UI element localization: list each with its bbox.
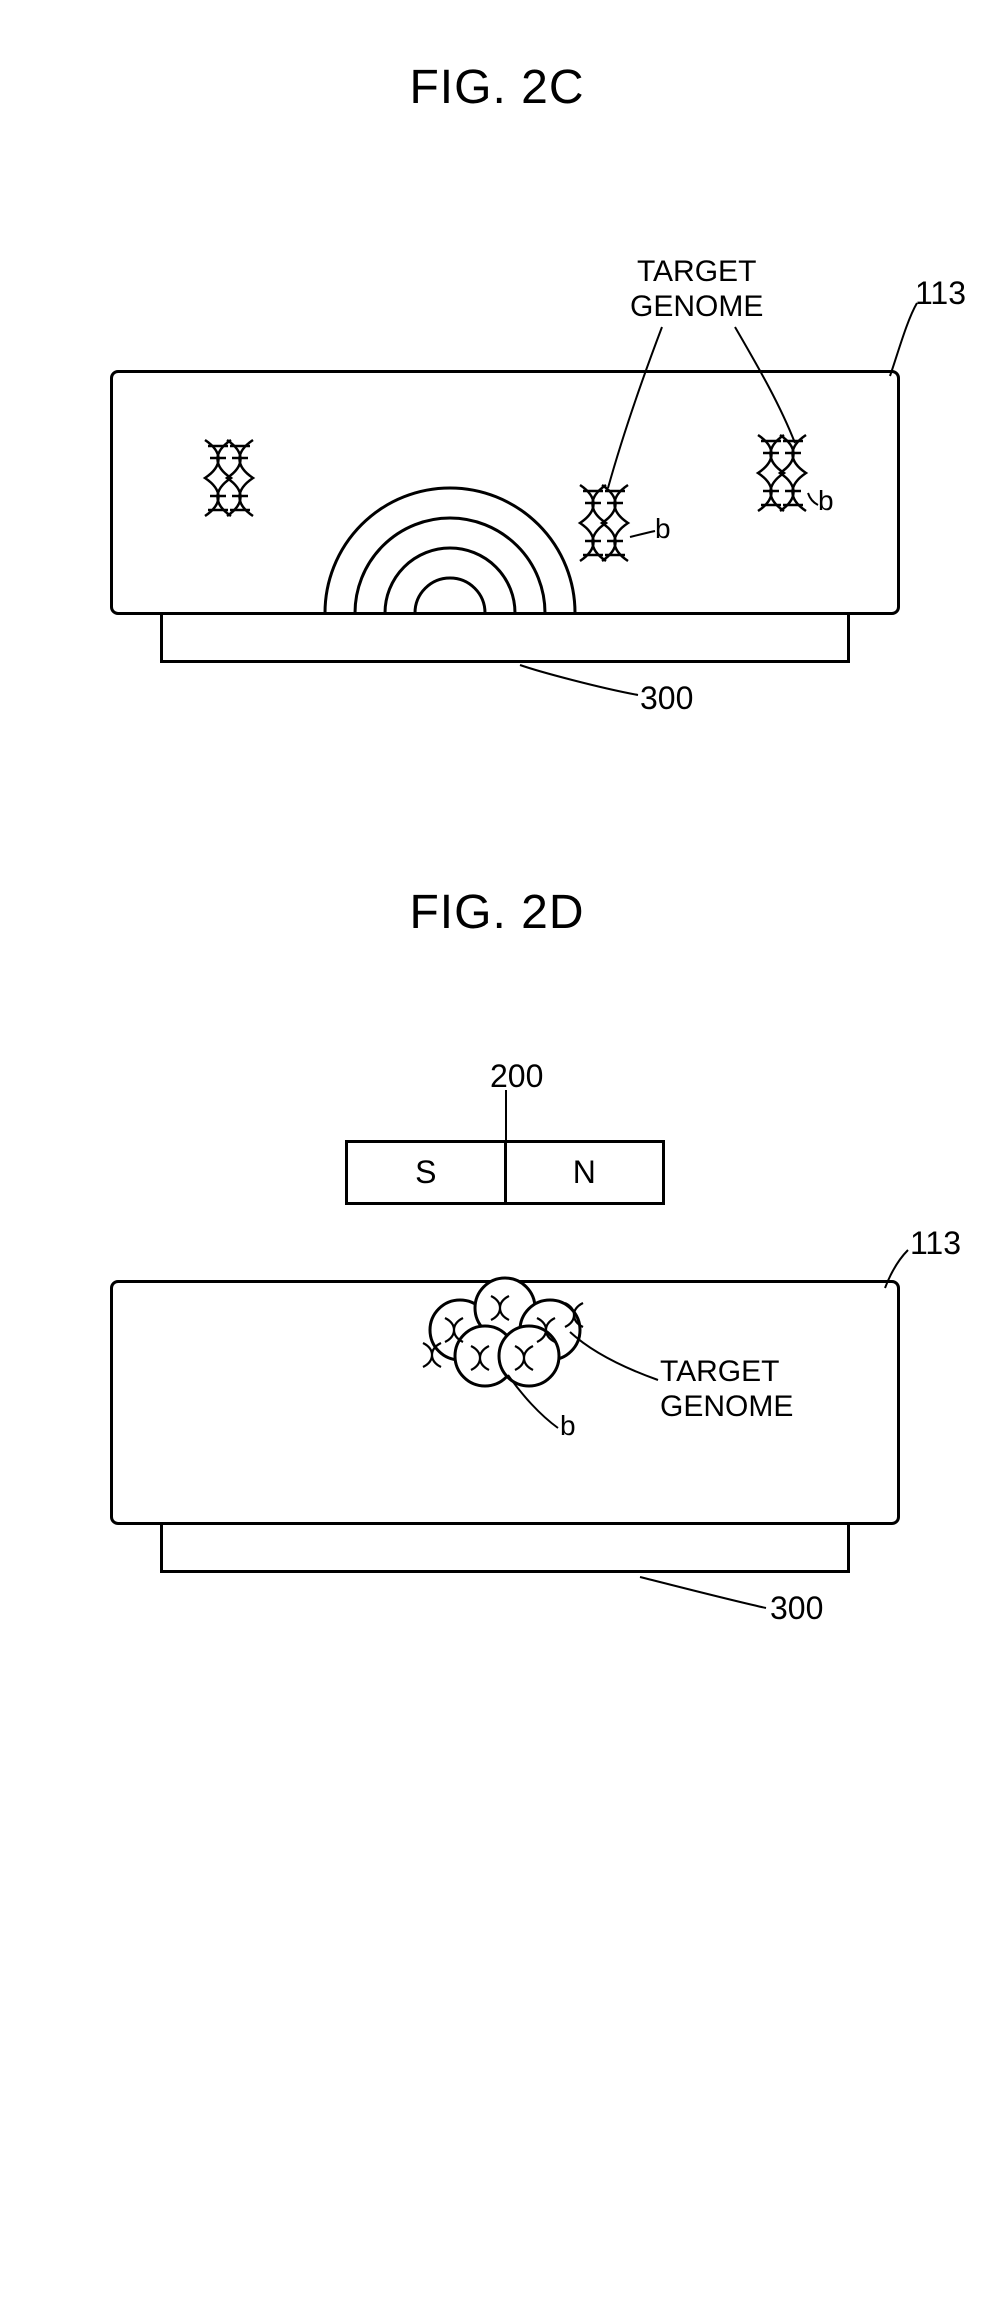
magnet-200: S N	[345, 1140, 665, 1205]
ref-200-2d: 200	[490, 1058, 543, 1095]
ref-113-2d: 113	[910, 1225, 961, 1262]
figure-2c: FIG. 2C	[40, 60, 954, 705]
base-plate-2d	[160, 1525, 850, 1573]
figure-2d-title: FIG. 2D	[40, 885, 954, 940]
figure-2c-diagram: TARGET GENOME 113 300 b b	[40, 185, 954, 705]
ref-300-2c: 300	[640, 680, 693, 717]
target-genome-label-2d: TARGET GENOME	[660, 1355, 793, 1424]
magnet-north: N	[507, 1143, 663, 1202]
figure-2d-diagram: S N	[40, 1010, 954, 1630]
figure-2c-title: FIG. 2C	[40, 60, 954, 115]
figure-2d: FIG. 2D S N	[40, 885, 954, 1630]
magnet-south: S	[348, 1143, 504, 1202]
b-label-2-2c: b	[818, 485, 834, 517]
ref-300-2d: 300	[770, 1590, 823, 1627]
base-plate-2c	[160, 615, 850, 663]
ref-113-2c: 113	[915, 275, 966, 312]
b-label-1-2c: b	[655, 513, 671, 545]
b-label-2d: b	[560, 1410, 576, 1442]
chamber-2c	[110, 370, 900, 615]
target-genome-label-2c: TARGET GENOME	[630, 255, 763, 324]
